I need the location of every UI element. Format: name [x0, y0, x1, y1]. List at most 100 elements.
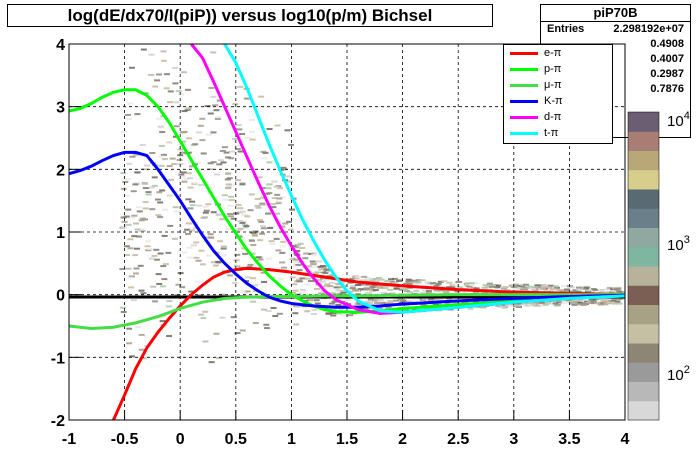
density-cell: [252, 230, 259, 233]
density-cell: [181, 130, 188, 133]
density-cell: [328, 281, 335, 284]
colorbar-cell: [628, 343, 659, 363]
density-cell: [524, 304, 531, 307]
density-cell: [249, 138, 256, 141]
series-line: [112, 266, 626, 421]
density-cell: [168, 178, 175, 181]
density-cell: [256, 219, 263, 222]
density-cell: [227, 274, 234, 277]
density-cell: [145, 191, 152, 194]
density-cell: [248, 193, 255, 196]
density-cell: [335, 312, 342, 315]
density-cell: [152, 85, 159, 88]
density-cell: [145, 249, 152, 252]
legend: e-π p-π μ-π K-π d-π t-π: [503, 44, 613, 144]
density-cell: [214, 117, 221, 120]
density-cell: [157, 216, 164, 219]
density-cell: [427, 298, 434, 301]
density-cell: [541, 284, 548, 287]
density-cell: [132, 154, 139, 157]
density-cell: [198, 184, 205, 187]
colorbar-cell: [628, 381, 659, 402]
density-cell: [161, 234, 168, 237]
density-cell: [128, 66, 135, 69]
density-cell: [188, 229, 195, 232]
density-cell: [139, 144, 146, 147]
density-cell: [268, 240, 275, 243]
density-cell: [313, 299, 320, 302]
density-cell: [584, 290, 591, 293]
density-cell: [159, 320, 166, 323]
density-cell: [288, 143, 295, 146]
density-cell: [446, 286, 453, 289]
density-cell: [319, 265, 326, 268]
density-cell: [179, 286, 186, 289]
density-cell: [239, 210, 246, 213]
density-cell: [120, 310, 127, 313]
density-cell: [311, 309, 318, 312]
density-cell: [366, 292, 373, 295]
density-cell: [273, 203, 280, 206]
density-cell: [189, 204, 196, 207]
density-cell: [377, 307, 384, 310]
density-cell: [473, 287, 480, 290]
density-cell: [225, 183, 232, 186]
density-cell: [120, 187, 127, 190]
density-cell: [326, 275, 333, 278]
density-cell: [352, 289, 359, 292]
density-cell: [135, 235, 142, 238]
x-tick-label: 3.5: [558, 431, 580, 448]
density-cell: [230, 316, 237, 319]
density-cell: [322, 272, 329, 275]
density-cell: [323, 268, 330, 271]
density-cell: [187, 256, 194, 259]
density-cell: [274, 124, 281, 127]
density-cell: [297, 242, 304, 245]
density-cell: [144, 245, 151, 248]
density-cell: [494, 286, 501, 289]
density-cell: [169, 157, 176, 160]
density-cell: [571, 303, 578, 306]
density-cell: [235, 203, 242, 206]
density-cell: [232, 137, 239, 140]
density-cell: [127, 102, 134, 105]
density-cell: [177, 154, 184, 157]
density-cell: [135, 206, 142, 209]
density-cell: [221, 194, 228, 197]
density-cell: [234, 265, 241, 268]
density-cell: [574, 301, 581, 304]
density-cell: [269, 203, 276, 206]
density-cell: [230, 217, 237, 220]
density-cell: [415, 281, 422, 284]
density-cell: [202, 310, 209, 313]
density-cell: [220, 161, 227, 164]
density-cell: [241, 213, 248, 216]
density-cell: [533, 301, 540, 304]
density-cell: [207, 112, 214, 115]
density-cell: [534, 284, 541, 287]
series-line: [68, 88, 626, 314]
density-cell: [126, 162, 133, 165]
density-cell: [171, 237, 178, 240]
density-cell: [148, 186, 155, 189]
density-cell: [279, 245, 286, 248]
density-cell: [369, 289, 376, 292]
density-cell: [163, 87, 170, 90]
density-cell: [588, 301, 595, 304]
density-cell: [542, 302, 549, 305]
density-cell: [231, 281, 238, 284]
density-cell: [124, 113, 131, 116]
density-cell: [202, 211, 209, 214]
density-cell: [272, 315, 279, 318]
density-cell: [273, 237, 280, 240]
density-cell: [555, 300, 562, 303]
density-cell: [311, 265, 318, 268]
density-cell: [150, 285, 157, 288]
colorbar-cell: [628, 169, 659, 190]
density-cell: [302, 257, 309, 260]
density-cell: [380, 302, 387, 305]
density-cell: [482, 284, 489, 287]
density-cell: [397, 298, 404, 301]
density-cell: [290, 291, 297, 294]
density-cell: [291, 283, 298, 286]
